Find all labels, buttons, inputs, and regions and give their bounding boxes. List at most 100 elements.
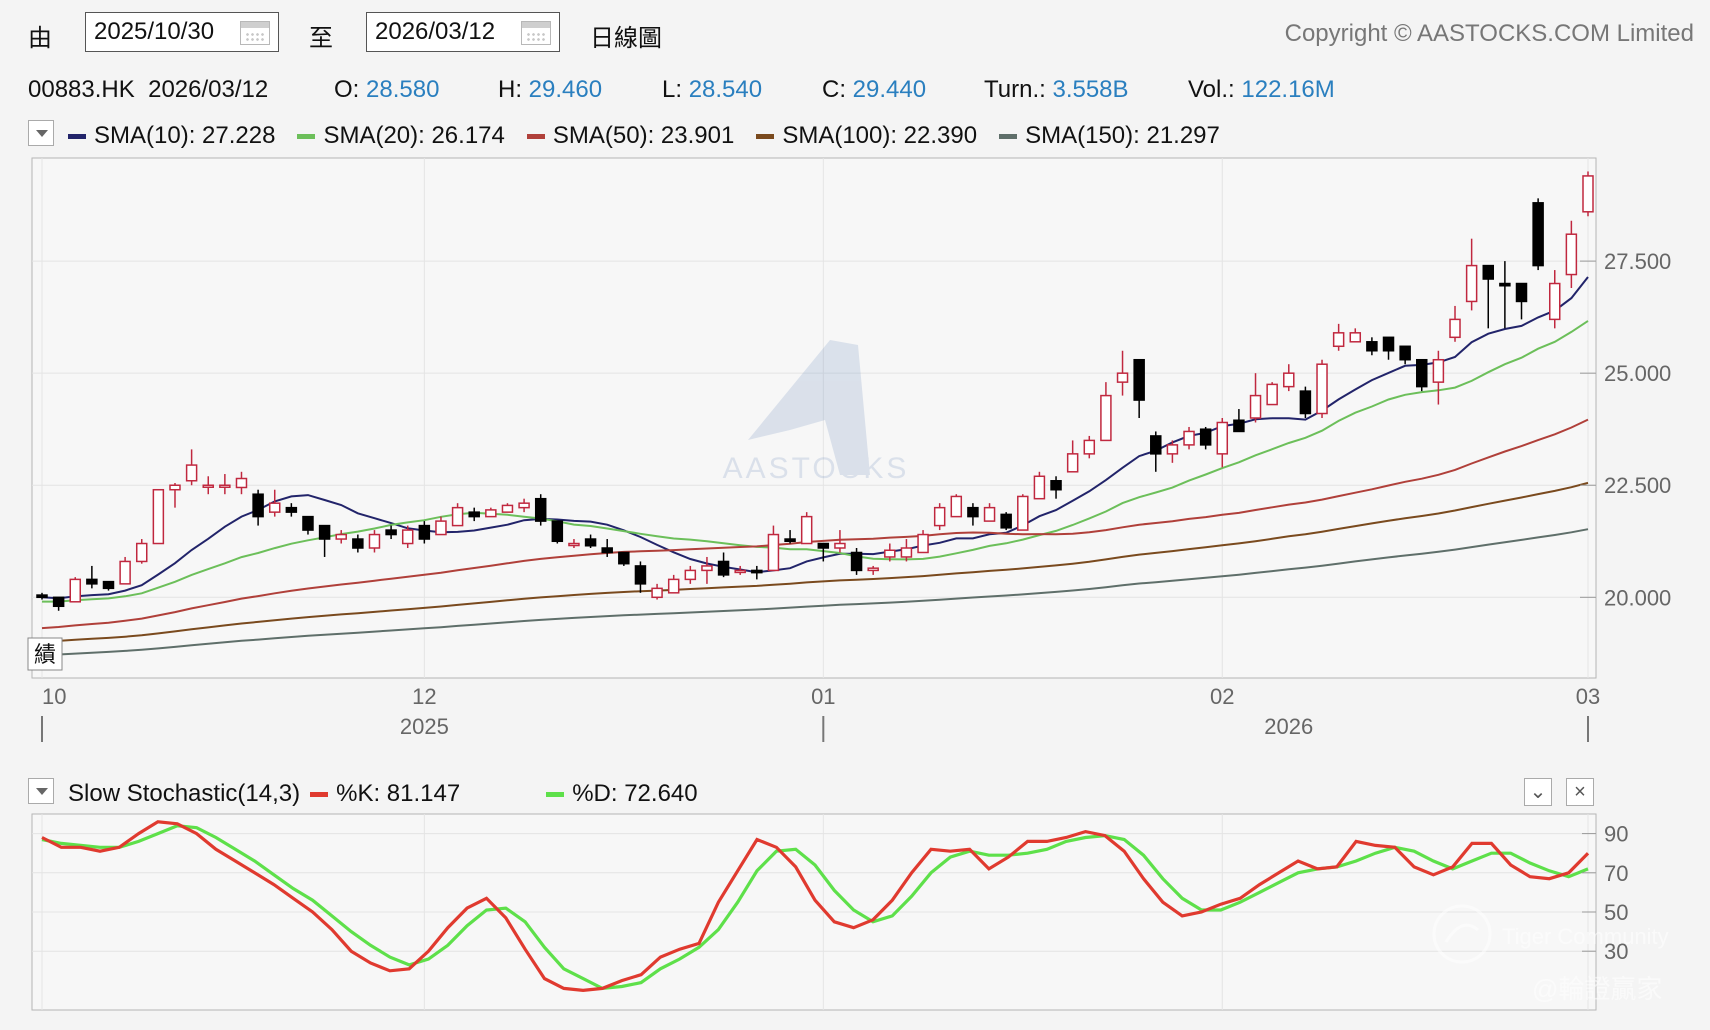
- price-tick-label: 20.000: [1604, 585, 1671, 610]
- candle: [69, 577, 81, 603]
- sma50-label: SMA(50): 23.901: [552, 122, 735, 149]
- candle: [1449, 305, 1461, 342]
- candle: [302, 515, 314, 535]
- candle: [52, 596, 65, 611]
- price-tick-label: 22.500: [1604, 473, 1671, 498]
- candle: [950, 494, 963, 518]
- candle: [1083, 435, 1096, 459]
- candle: [634, 561, 647, 593]
- candle: [36, 592, 48, 600]
- candle: [584, 534, 597, 548]
- aastocks-watermark: AASTOCKS: [723, 340, 910, 485]
- candle: [1050, 476, 1062, 499]
- volume-value: 122.16M: [1241, 76, 1335, 103]
- continue-badge-text: 績: [34, 642, 56, 667]
- quote-turnover: Turn.: 3.558B: [984, 76, 1129, 104]
- stoch-tick-label: 70: [1604, 861, 1628, 886]
- candle: [1549, 270, 1561, 329]
- candle: [385, 525, 397, 540]
- candle: [418, 521, 431, 544]
- candle: [1150, 431, 1162, 472]
- year-tick-label: 2025: [400, 714, 449, 739]
- price-tick-label: 25.000: [1604, 361, 1671, 386]
- to-date-input[interactable]: 2026/03/12: [366, 12, 560, 52]
- candle: [185, 449, 198, 486]
- candle: [618, 551, 630, 566]
- from-date-input[interactable]: 2025/10/30: [85, 12, 279, 52]
- sma150-line: [41, 528, 1589, 657]
- calendar-icon[interactable]: [521, 21, 551, 45]
- sma-dropdown-button[interactable]: [28, 120, 54, 146]
- candle: [1266, 382, 1278, 406]
- k-swatch: [310, 791, 329, 797]
- candle: [651, 583, 663, 600]
- sma150-legend: SMA(150): 21.297: [999, 122, 1220, 150]
- candle: [734, 565, 746, 575]
- candle: [717, 552, 730, 578]
- quote-symbol-date: 00883.HK 2026/03/12: [28, 76, 268, 104]
- price-chart[interactable]: AASTOCKS 27.500 25.000 22.500 20.000 10 12 01…: [0, 0, 1710, 760]
- tiger-logo-icon: [1432, 904, 1492, 964]
- candle: [152, 488, 165, 545]
- k-label: %K: 81.147: [336, 780, 461, 807]
- sma100-label: SMA(100): 22.390: [782, 122, 978, 149]
- candle: [751, 565, 763, 580]
- candle: [1382, 336, 1395, 360]
- candle: [1482, 264, 1495, 329]
- quote-open: O: 28.580: [334, 76, 439, 104]
- candle: [1033, 471, 1046, 500]
- sma20-line: [42, 320, 1589, 603]
- quote-volume: Vol.: 122.16M: [1188, 76, 1335, 104]
- candles: [36, 171, 1594, 611]
- candle: [202, 476, 214, 495]
- candle: [1416, 358, 1428, 392]
- candle: [1565, 220, 1578, 288]
- candle: [1133, 358, 1145, 418]
- candle: [684, 565, 697, 584]
- candle: [451, 503, 464, 527]
- sma10-legend: SMA(10): 27.228: [68, 122, 275, 150]
- sma150-label: SMA(150): 21.297: [1025, 122, 1220, 149]
- close-icon: ×: [1574, 781, 1586, 803]
- sma100-line: [41, 481, 1589, 643]
- period-selector[interactable]: 日線圖: [590, 25, 662, 52]
- continue-badge[interactable]: 績: [27, 637, 63, 671]
- candle: [1349, 328, 1362, 343]
- collapse-panel-button[interactable]: ⌄: [1524, 778, 1552, 806]
- candle: [701, 556, 713, 584]
- month-tick-label: 01: [811, 684, 835, 709]
- close-value: 29.440: [852, 76, 927, 103]
- candle: [1316, 359, 1328, 418]
- candle: [119, 556, 131, 585]
- sma10-label: SMA(10): 27.228: [94, 122, 276, 149]
- candle: [784, 530, 796, 544]
- handle-text: @輪證贏家: [1532, 974, 1662, 1004]
- close-panel-button[interactable]: ×: [1566, 778, 1594, 806]
- month-tick-label: 03: [1576, 684, 1600, 709]
- chevron-down-icon: ⌄: [1529, 781, 1547, 803]
- sma-lines: [41, 276, 1589, 657]
- high-value: 29.460: [528, 76, 603, 103]
- stoch-tick-label: 30: [1604, 939, 1628, 964]
- candle: [1116, 350, 1129, 396]
- candle: [767, 525, 780, 572]
- from-date-value: 2025/10/30: [94, 18, 215, 45]
- candle: [318, 524, 331, 557]
- candle: [1000, 512, 1012, 531]
- candle: [1233, 409, 1245, 433]
- stoch-tick-label: 90: [1604, 822, 1628, 847]
- aastocks-watermark-text: AASTOCKS: [723, 452, 910, 485]
- calendar-icon[interactable]: [240, 21, 270, 45]
- quote-close: C: 29.440: [822, 76, 926, 104]
- candle: [485, 507, 497, 518]
- candle: [1183, 426, 1195, 450]
- stoch-dropdown-button[interactable]: [28, 778, 54, 804]
- sma100-legend: SMA(100): 22.390: [756, 122, 977, 150]
- high-label: H:: [498, 76, 522, 103]
- candle: [252, 489, 264, 526]
- stoch-grid: [32, 814, 1596, 1010]
- candle: [983, 503, 996, 522]
- candle: [933, 503, 946, 531]
- candle: [1366, 337, 1378, 356]
